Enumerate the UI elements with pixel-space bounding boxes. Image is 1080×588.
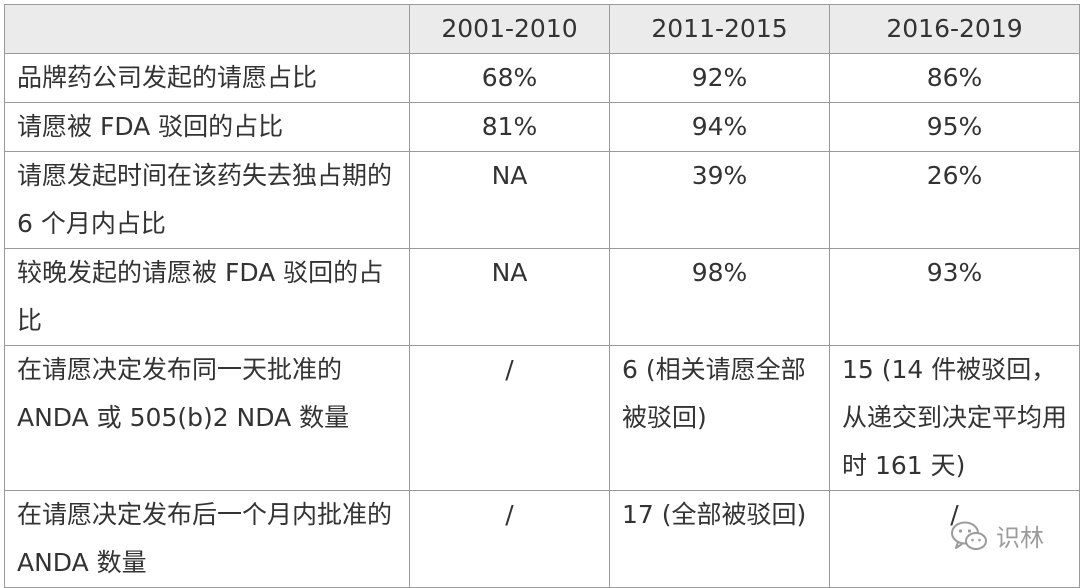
wechat-icon — [951, 521, 987, 550]
table-cell: 98% — [609, 248, 830, 346]
table-cell: 86% — [829, 53, 1080, 103]
table-cell: 93% — [829, 248, 1080, 346]
table-cell: / — [829, 490, 1080, 588]
watermark: 识林 — [950, 518, 1044, 553]
table-cell: 6 (相关请愿全部被驳回) — [609, 345, 830, 491]
table-cell: 92% — [609, 53, 830, 103]
table-cell: 15 (14 件被驳回，从递交到决定平均用时 161 天) — [829, 345, 1080, 491]
table-row: 请愿发起时间在该药失去独占期的 6 个月内占比 NA 39% 26% — [4, 151, 1080, 249]
row-label: 在请愿决定发布后一个月内批准的 ANDA 数量 — [4, 490, 410, 588]
table-cell: 17 (全部被驳回) — [609, 490, 830, 588]
table-row: 在请愿决定发布后一个月内批准的 ANDA 数量 / 17 (全部被驳回) / — [4, 490, 1080, 588]
table-cell: NA — [409, 151, 610, 249]
watermark-text: 识林 — [996, 524, 1044, 552]
table-cell: 81% — [409, 102, 610, 152]
table-row: 请愿被 FDA 驳回的占比 81% 94% 95% — [4, 102, 1080, 152]
table-cell: / — [409, 490, 610, 588]
comparison-table: 2001-2010 2011-2015 2016-2019 品牌药公司发起的请愿… — [4, 4, 1080, 588]
table-row: 较晚发起的请愿被 FDA 驳回的占比 NA 98% 93% — [4, 248, 1080, 346]
row-label: 品牌药公司发起的请愿占比 — [4, 53, 410, 103]
table-row: 品牌药公司发起的请愿占比 68% 92% 86% — [4, 53, 1080, 103]
row-label: 请愿被 FDA 驳回的占比 — [4, 102, 410, 152]
table-header-row: 2001-2010 2011-2015 2016-2019 — [4, 4, 1080, 54]
header-cell — [4, 4, 410, 54]
table-row: 在请愿决定发布同一天批准的 ANDA 或 505(b)2 NDA 数量 / 6 … — [4, 345, 1080, 491]
table-cell: 95% — [829, 102, 1080, 152]
table-cell: 68% — [409, 53, 610, 103]
table-cell: NA — [409, 248, 610, 346]
row-label: 请愿发起时间在该药失去独占期的 6 个月内占比 — [4, 151, 410, 249]
row-label: 较晚发起的请愿被 FDA 驳回的占比 — [4, 248, 410, 346]
table-cell: / — [409, 345, 610, 491]
table-cell: 94% — [609, 102, 830, 152]
table-cell: 26% — [829, 151, 1080, 249]
header-cell: 2001-2010 — [409, 4, 610, 54]
row-label: 在请愿决定发布同一天批准的 ANDA 或 505(b)2 NDA 数量 — [4, 345, 410, 491]
table-cell: 39% — [609, 151, 830, 249]
header-cell: 2011-2015 — [609, 4, 830, 54]
header-cell: 2016-2019 — [829, 4, 1080, 54]
